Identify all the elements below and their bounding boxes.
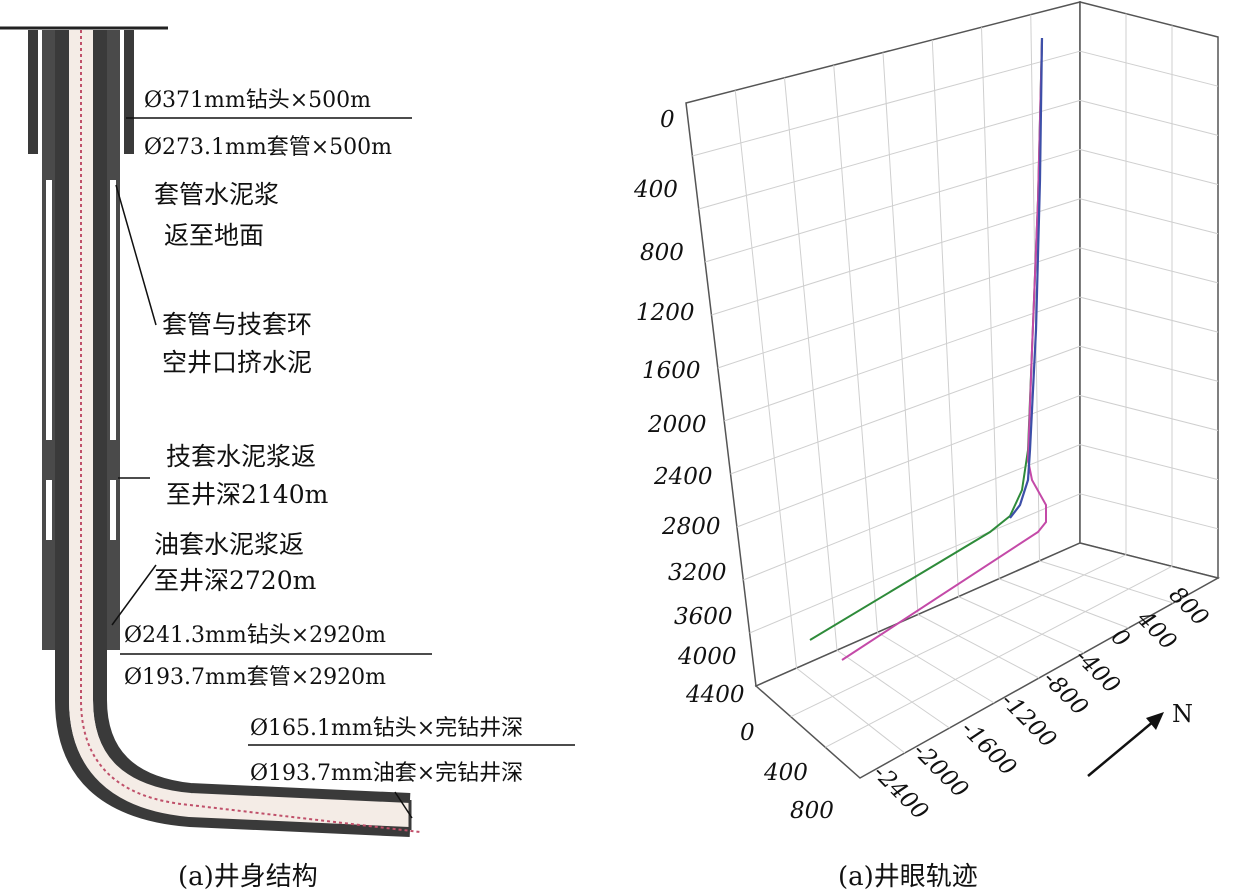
grid-floor-b	[790, 554, 1127, 718]
spec-prod-bit: Ø165.1mm钻头×完钻井深	[250, 716, 523, 741]
depth-tick-4000: 4000	[677, 644, 737, 670]
leader-prod-cement	[111, 564, 157, 626]
north-arrow: N	[1087, 700, 1193, 777]
spec-prod-casing: Ø193.7mm油套×完钻井深	[250, 761, 523, 786]
depth-axis: 0 400 800 1200 1600 2000 2400 2800 3200 …	[633, 107, 745, 708]
grid-right-h	[1079, 99, 1219, 136]
grid-left-v	[981, 27, 1000, 579]
spec-surface-casing: Ø273.1mm套管×500m	[144, 135, 392, 160]
grid-right-h	[1079, 394, 1219, 431]
grid-floor-a	[917, 614, 1040, 679]
grid-left-v	[784, 77, 838, 651]
grid-left-v	[833, 65, 878, 633]
grid-left-v	[931, 39, 959, 597]
depth-tick-2000: 2000	[647, 412, 707, 438]
grid-right-h	[1079, 247, 1219, 284]
north-arrow-head	[1146, 712, 1164, 730]
grid-right-h	[1079, 149, 1219, 186]
caption-wellbore-structure: (a)井身结构	[178, 862, 318, 892]
grid-floor-a	[836, 649, 950, 729]
grid-floor-a	[877, 631, 995, 704]
note-inter-cement-1: 技套水泥浆返	[166, 442, 316, 471]
tubing-centerline	[80, 30, 421, 833]
grid-right-h	[1079, 296, 1219, 333]
north-axis: 0 400 800	[740, 720, 834, 824]
grid-right-h	[1079, 493, 1219, 530]
depth-tick-3600: 3600	[674, 604, 733, 630]
cement-gap-left-2	[46, 480, 52, 540]
grid-right-h	[1079, 198, 1219, 235]
grid-right-h	[1079, 345, 1219, 382]
north-tick-400: 400	[763, 760, 808, 786]
grid-floor-a	[796, 667, 906, 754]
north-arrow-line	[1087, 715, 1161, 777]
spec-inter-casing: Ø193.7mm套管×2920m	[124, 665, 386, 690]
depth-tick-2400: 2400	[653, 464, 713, 490]
cement-gap-right-2	[110, 480, 116, 540]
depth-tick-800: 800	[640, 240, 684, 266]
grid-right-h	[1079, 50, 1219, 87]
grid-floor-a	[998, 578, 1129, 629]
note-surface-cement-1: 套管水泥浆	[154, 180, 279, 209]
trajectory-panel: 0 400 800 1200 1600 2000 2400 2800 3200 …	[633, 1, 1221, 892]
depth-tick-2800: 2800	[661, 514, 721, 540]
depth-tick-0: 0	[660, 107, 675, 133]
grid-floor-a	[1039, 560, 1174, 604]
leader-prod-casing	[394, 791, 413, 819]
trajectory-blue	[1009, 37, 1044, 519]
note-surface-cement-2: 返至地面	[164, 221, 264, 250]
depth-tick-1600: 1600	[642, 358, 701, 384]
caption-trajectory: (a)井眼轨迹	[838, 862, 978, 892]
grid-lines	[692, 13, 1219, 754]
spec-inter-bit: Ø241.3mm钻头×2920m	[124, 623, 386, 648]
back-wall-right	[1079, 1, 1219, 579]
spec-surface-bit: Ø371mm钻头×500m	[144, 88, 371, 113]
production-casing-left	[55, 30, 411, 837]
cement-gap-right	[110, 180, 116, 440]
grid-left-v	[882, 52, 919, 615]
depth-tick-400: 400	[633, 177, 678, 203]
note-annulus-1: 套管与技套环	[162, 310, 312, 339]
note-annulus-2: 空井口挤水泥	[162, 348, 312, 377]
note-inter-cement-2: 至井深2140m	[166, 480, 329, 509]
trajectory-magenta	[841, 37, 1047, 661]
grid-left-v	[734, 90, 797, 669]
north-tick-0: 0	[740, 720, 755, 746]
leader-annulus	[115, 184, 157, 326]
wellbore-structure-panel: Ø371mm钻头×500m Ø273.1mm套管×500m 套管水泥浆 返至地面…	[0, 26, 575, 892]
grid-floor-b	[825, 565, 1173, 748]
depth-tick-4400: 4400	[685, 682, 745, 708]
depth-tick-3200: 3200	[668, 560, 727, 586]
north-tick-800: 800	[790, 798, 834, 824]
depth-tick-1200: 1200	[636, 300, 695, 326]
grid-floor-a	[958, 596, 1084, 654]
note-prod-cement-1: 油套水泥浆返	[154, 530, 304, 559]
cement-gap-left	[46, 180, 52, 440]
production-casing-right	[93, 30, 411, 807]
north-label: N	[1172, 700, 1193, 728]
east-tick-neg1600: -1600	[956, 716, 1021, 781]
grid-right-h	[1079, 444, 1219, 481]
note-prod-cement-2: 至井深2720m	[154, 566, 317, 595]
